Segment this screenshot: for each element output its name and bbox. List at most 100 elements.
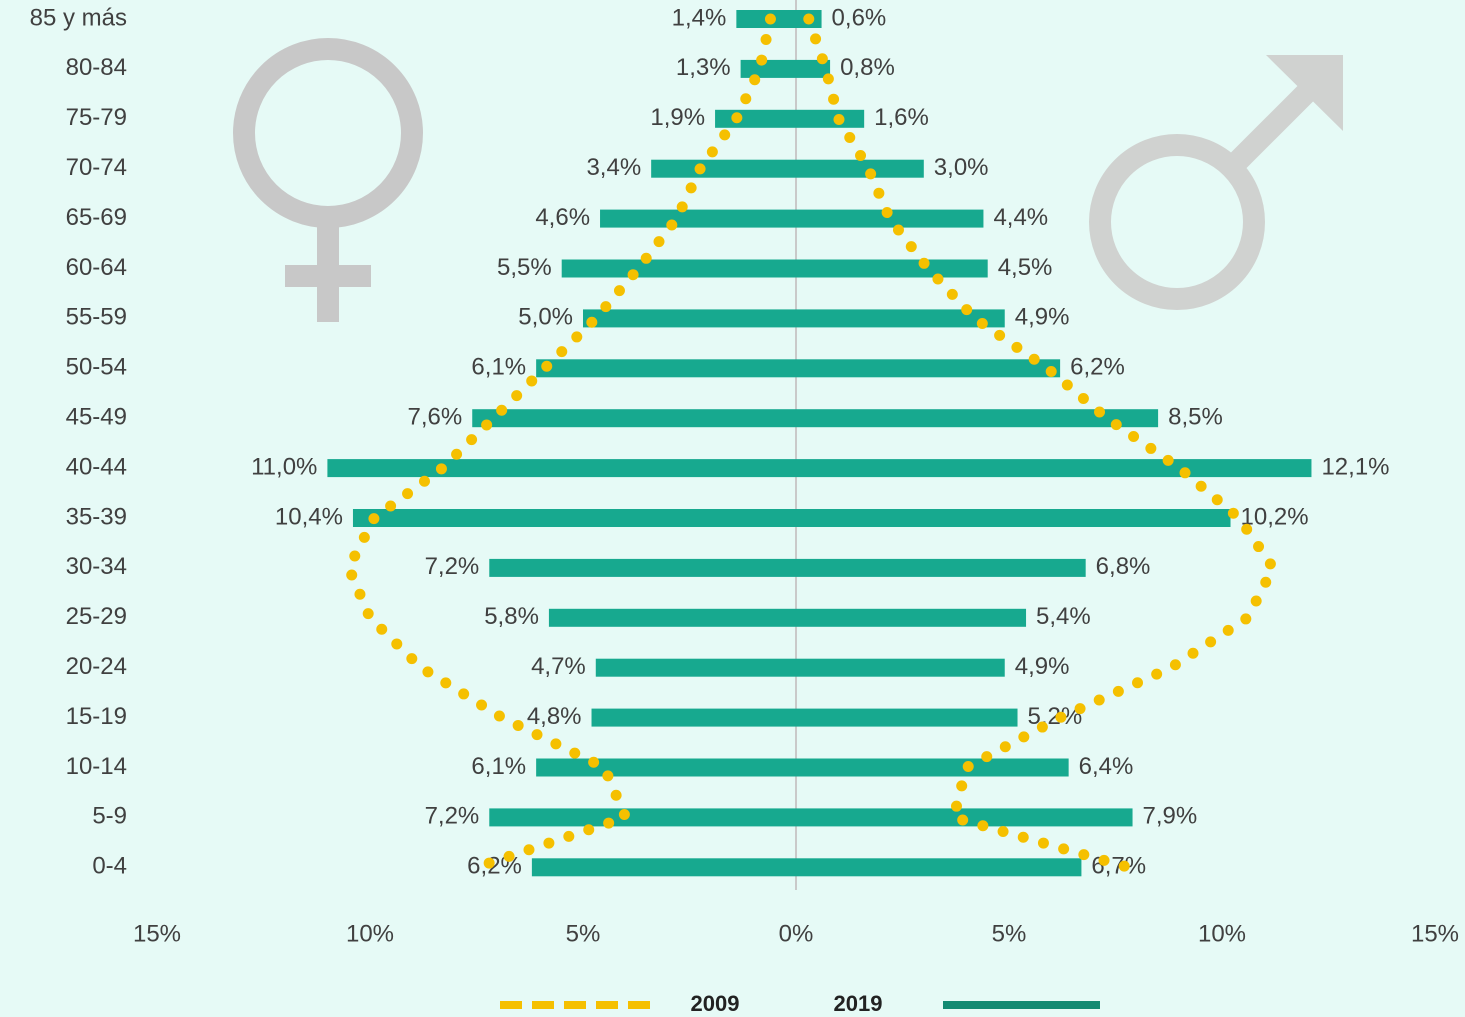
line-2009 bbox=[803, 13, 1280, 873]
bar bbox=[715, 109, 796, 128]
y-tick-label: 50-54 bbox=[66, 354, 127, 381]
bar bbox=[796, 509, 1231, 527]
data-label: 11,0% bbox=[251, 453, 317, 480]
data-label: 5,2% bbox=[1028, 703, 1083, 730]
y-tick-label: 20-24 bbox=[66, 653, 127, 680]
y-tick-label: 40-44 bbox=[66, 453, 127, 480]
y-tick-label: 10-14 bbox=[66, 753, 127, 780]
bar bbox=[536, 758, 796, 777]
bar bbox=[796, 309, 1005, 328]
y-tick-label: 35-39 bbox=[66, 503, 127, 530]
x-tick-label: 0% bbox=[779, 920, 814, 947]
y-tick-label: 30-34 bbox=[66, 553, 127, 580]
bar bbox=[796, 608, 1027, 627]
data-label: 4,8% bbox=[527, 703, 582, 730]
x-tick-label: 10% bbox=[1198, 920, 1246, 947]
x-tick-label: 5% bbox=[566, 920, 601, 947]
data-label: 1,3% bbox=[676, 54, 731, 81]
data-label: 1,9% bbox=[650, 104, 705, 131]
bar bbox=[796, 209, 984, 228]
data-label: 1,4% bbox=[672, 4, 727, 31]
bar bbox=[548, 608, 796, 627]
data-label: 6,1% bbox=[471, 753, 526, 780]
y-tick-label: 60-64 bbox=[66, 254, 127, 281]
bar bbox=[595, 658, 796, 677]
data-label: 6,8% bbox=[1096, 553, 1151, 580]
legend-label: 2009 bbox=[691, 991, 740, 1016]
bar bbox=[600, 209, 796, 228]
x-tick-label: 15% bbox=[133, 920, 181, 947]
data-label: 10,4% bbox=[275, 503, 343, 530]
male-symbol bbox=[1089, 55, 1343, 310]
y-tick-label: 65-69 bbox=[66, 204, 127, 231]
data-label: 4,9% bbox=[1015, 304, 1070, 331]
y-tick-label: 5-9 bbox=[92, 803, 127, 830]
bar bbox=[489, 558, 796, 577]
bar bbox=[796, 109, 865, 128]
bar bbox=[352, 509, 796, 527]
bar bbox=[489, 808, 796, 827]
y-tick-label: 75-79 bbox=[66, 104, 127, 131]
data-label: 4,6% bbox=[535, 204, 590, 231]
bar bbox=[531, 858, 796, 877]
bar bbox=[796, 758, 1069, 777]
legend-label: 2019 bbox=[834, 991, 883, 1016]
y-tick-label: 15-19 bbox=[66, 703, 127, 730]
data-label: 4,7% bbox=[531, 653, 586, 680]
data-label: 7,2% bbox=[425, 803, 480, 830]
data-label: 1,6% bbox=[874, 104, 929, 131]
bar bbox=[796, 658, 1005, 677]
data-label: 10,2% bbox=[1241, 503, 1309, 530]
y-tick-label: 85 y más bbox=[30, 4, 127, 31]
x-tick-label: 15% bbox=[1411, 920, 1459, 947]
data-label: 5,5% bbox=[497, 254, 552, 281]
data-label: 6,2% bbox=[1070, 354, 1125, 381]
bar bbox=[327, 459, 796, 478]
x-tick-label: 10% bbox=[346, 920, 394, 947]
bar bbox=[796, 409, 1159, 428]
data-label: 5,4% bbox=[1036, 603, 1091, 630]
bar bbox=[472, 409, 796, 428]
data-label: 3,0% bbox=[934, 154, 989, 181]
y-tick-label: 45-49 bbox=[66, 404, 127, 431]
bar bbox=[561, 259, 796, 278]
data-label: 4,4% bbox=[993, 204, 1048, 231]
data-label: 4,5% bbox=[998, 254, 1053, 281]
y-tick-label: 80-84 bbox=[66, 54, 127, 81]
x-tick-label: 5% bbox=[992, 920, 1027, 947]
bar bbox=[591, 708, 796, 727]
bar bbox=[583, 309, 796, 328]
y-tick-label: 70-74 bbox=[66, 154, 127, 181]
bar bbox=[796, 359, 1061, 378]
bar bbox=[740, 59, 796, 78]
line-2009 bbox=[342, 13, 776, 873]
bar bbox=[796, 259, 988, 278]
data-label: 6,4% bbox=[1079, 753, 1134, 780]
y-tick-label: 25-29 bbox=[66, 603, 127, 630]
bar bbox=[796, 708, 1018, 727]
data-label: 0,8% bbox=[840, 54, 895, 81]
data-label: 7,6% bbox=[408, 404, 463, 431]
y-tick-label: 55-59 bbox=[66, 304, 127, 331]
data-label: 8,5% bbox=[1168, 404, 1223, 431]
data-label: 0,6% bbox=[832, 4, 887, 31]
data-label: 5,0% bbox=[518, 304, 573, 331]
data-label: 5,8% bbox=[484, 603, 539, 630]
data-label: 4,9% bbox=[1015, 653, 1070, 680]
data-label: 6,1% bbox=[471, 354, 526, 381]
bar bbox=[796, 59, 831, 78]
bar bbox=[796, 459, 1312, 478]
bar bbox=[651, 159, 796, 178]
data-label: 12,1% bbox=[1321, 453, 1389, 480]
bar bbox=[796, 159, 924, 178]
data-label: 3,4% bbox=[586, 154, 641, 181]
y-tick-label: 0-4 bbox=[92, 853, 127, 880]
female-symbol bbox=[233, 38, 423, 322]
bar bbox=[796, 558, 1086, 577]
data-label: 7,2% bbox=[425, 553, 480, 580]
data-label: 7,9% bbox=[1143, 803, 1198, 830]
bar bbox=[536, 359, 796, 378]
bar bbox=[796, 858, 1082, 877]
